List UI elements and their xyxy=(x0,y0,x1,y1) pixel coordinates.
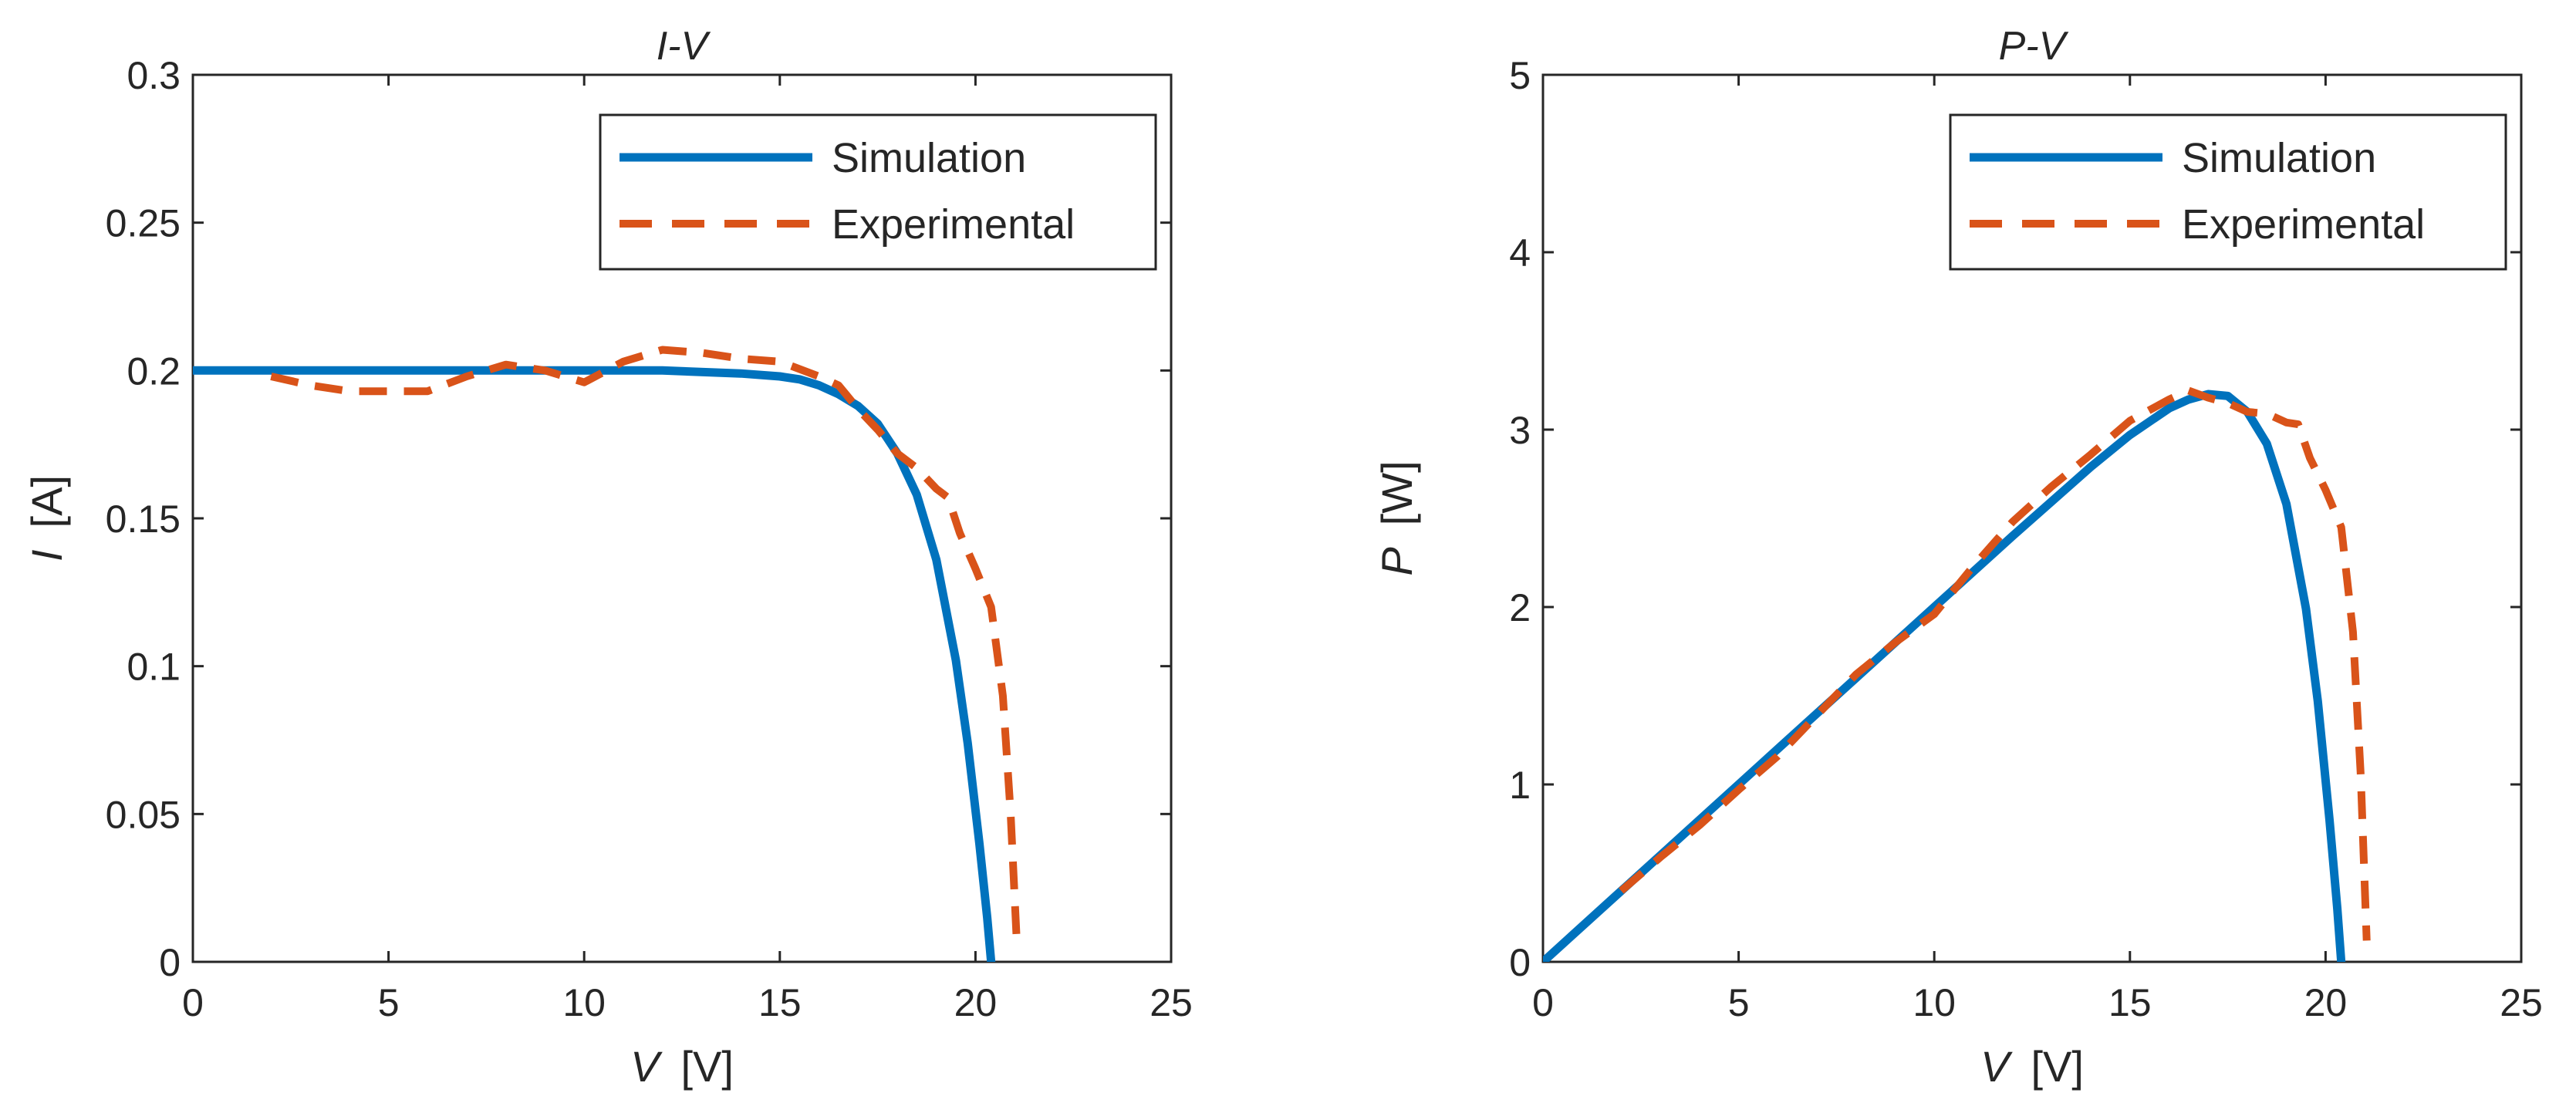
y-tick-label: 0.15 xyxy=(106,498,181,541)
x-axis-label: V [V] xyxy=(1980,1042,2084,1091)
x-tick-label: 25 xyxy=(2500,981,2543,1024)
chart-title: I-V xyxy=(657,24,711,69)
x-tick-label: 0 xyxy=(182,981,204,1024)
chart-iv: 0 5 10 15 20 25 0 0.05 0.1 0.15 0.2 0.25 0.3 I-V V [V]… xyxy=(22,24,1193,1091)
legend-label-simulation: Simulation xyxy=(832,135,1026,181)
y-tick-label: 0.05 xyxy=(106,793,181,836)
chart-title: P-V xyxy=(1999,24,2069,69)
x-axis-unit: [V] xyxy=(2031,1042,2083,1091)
x-tick-label: 10 xyxy=(562,981,606,1024)
x-tick-label: 25 xyxy=(1150,981,1193,1024)
x-axis-symbol: V xyxy=(630,1042,663,1091)
y-axis-label: I [A] xyxy=(22,475,71,562)
y-tick-label: 3 xyxy=(1509,409,1531,452)
y-axis-symbol: P xyxy=(1372,547,1421,575)
y-tick-label: 0 xyxy=(159,941,181,984)
x-tick-label: 20 xyxy=(2304,981,2348,1024)
x-tick-label: 20 xyxy=(954,981,998,1024)
y-tick-label: 0.25 xyxy=(106,202,181,245)
x-tick-label: 5 xyxy=(378,981,400,1024)
x-tick-label: 0 xyxy=(1532,981,1554,1024)
y-tick-label: 0 xyxy=(1509,941,1531,984)
series-group xyxy=(193,346,1021,962)
x-tick-label: 15 xyxy=(2108,981,2152,1024)
y-axis-unit: [A] xyxy=(22,475,71,528)
y-tick-label: 1 xyxy=(1509,764,1531,807)
y-tick-label: 0.2 xyxy=(127,349,181,393)
series-group xyxy=(1543,386,2371,962)
x-axis-gap xyxy=(2009,1042,2031,1091)
y-axis-symbol: I xyxy=(22,549,71,562)
x-tick-label: 10 xyxy=(1913,981,1956,1024)
y-tick-label: 0.1 xyxy=(127,646,181,689)
legend: Simulation Experimental xyxy=(1949,113,2507,271)
y-tick-label: 4 xyxy=(1509,231,1531,275)
y-axis-gap xyxy=(1372,525,1421,547)
x-axis-label: V [V] xyxy=(630,1042,734,1091)
y-tick-label: 0.3 xyxy=(127,54,181,97)
y-axis-label: P [W] xyxy=(1372,460,1421,575)
legend-box xyxy=(1949,113,2507,271)
y-axis-unit: [W] xyxy=(1372,460,1421,525)
series-line-simulation xyxy=(193,366,996,962)
x-tick-label: 5 xyxy=(1728,981,1750,1024)
x-tick-label: 15 xyxy=(758,981,802,1024)
legend-label-experimental: Experimental xyxy=(832,201,1075,248)
legend-label-experimental: Experimental xyxy=(2182,201,2425,248)
legend: Simulation Experimental xyxy=(599,113,1157,271)
y-tick-label: 5 xyxy=(1509,54,1531,97)
x-axis-gap xyxy=(659,1042,680,1091)
chart-pv: 0 5 10 15 20 25 0 1 2 3 4 5 P-V V [V] P [W] Simulation E… xyxy=(1372,24,2543,1091)
series-line-experimental xyxy=(1619,386,2371,941)
legend-box xyxy=(599,113,1157,271)
x-axis-symbol: V xyxy=(1980,1042,2013,1091)
y-tick-label: 2 xyxy=(1509,586,1531,629)
x-axis-unit: [V] xyxy=(680,1042,733,1091)
y-axis-gap xyxy=(22,528,71,549)
series-line-experimental xyxy=(270,346,1021,939)
legend-label-simulation: Simulation xyxy=(2182,135,2376,181)
plot-area xyxy=(1541,73,2523,963)
